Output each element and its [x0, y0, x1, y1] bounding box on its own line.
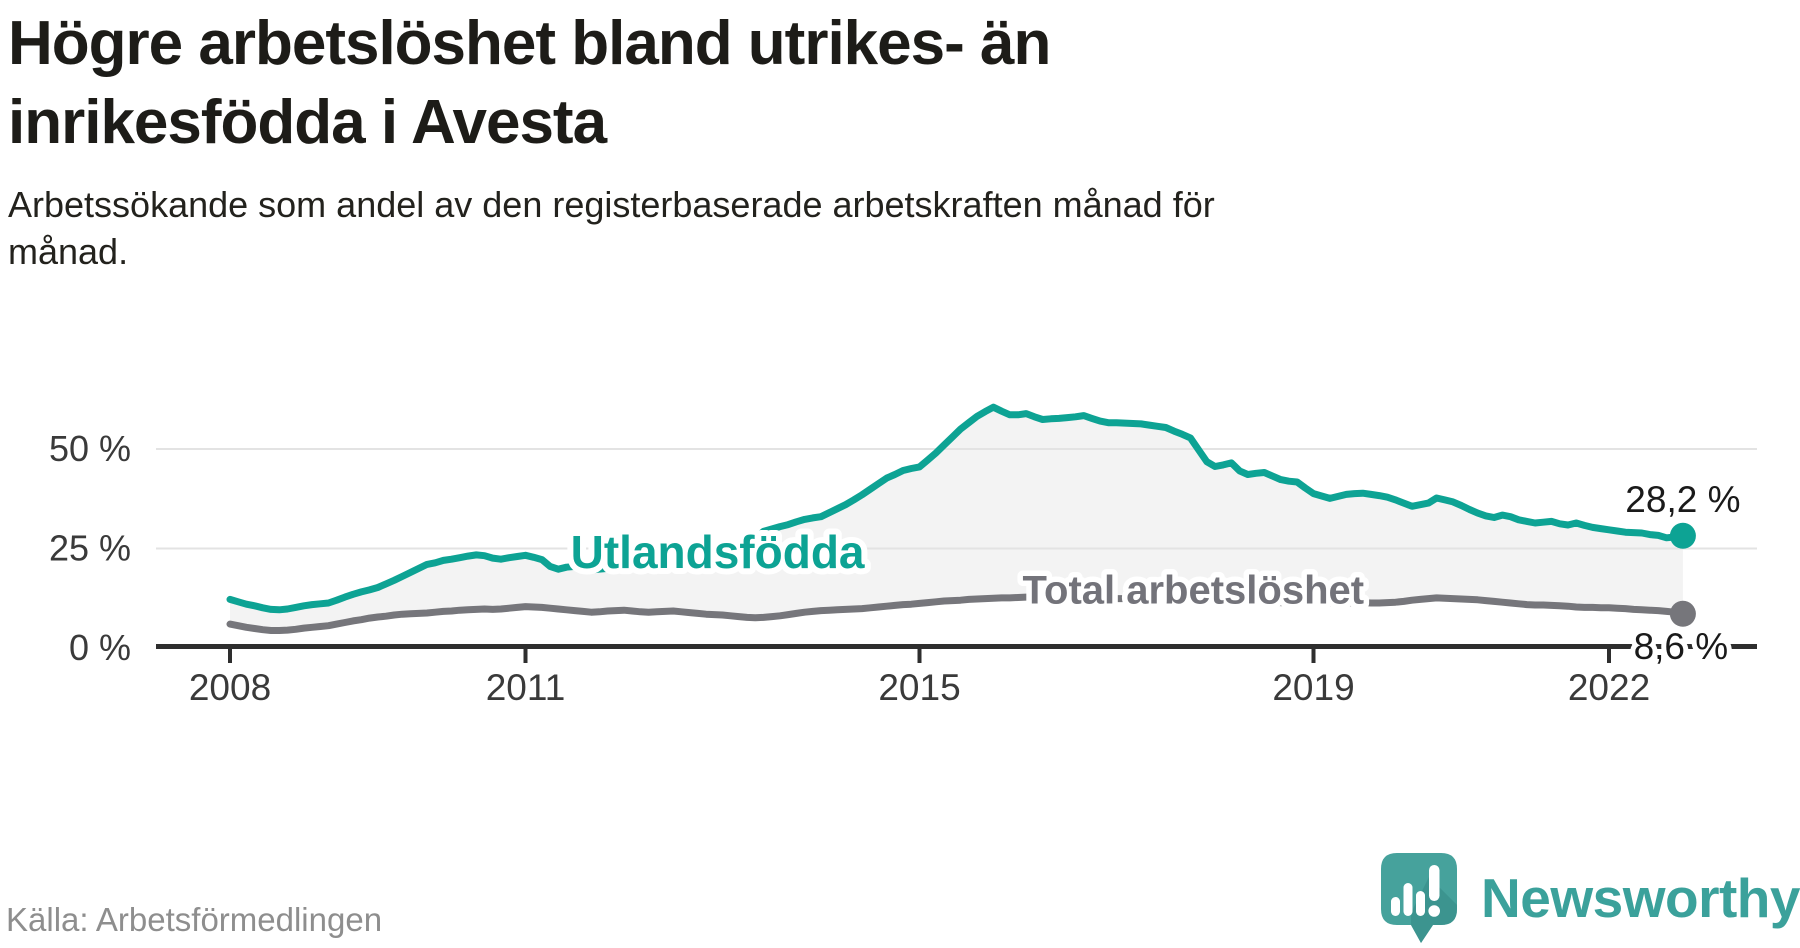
end-value-label-total: 8,6 % [1634, 626, 1729, 667]
series-label-utlandsfodda: Utlandsfödda [571, 526, 865, 578]
newsworthy-logo-text: Newsworthy [1481, 867, 1800, 929]
series-lines [226, 403, 1687, 634]
series-line-1 [226, 593, 1687, 634]
source-note: Källa: Arbetsförmedlingen [6, 901, 383, 938]
x-tick-label-2011: 2011 [486, 667, 566, 708]
end-value-label-utlandsfodda: 28,2 % [1625, 479, 1740, 520]
newsworthy-logo: Newsworthy [1381, 853, 1800, 945]
x-tick-label-2019: 2019 [1272, 667, 1354, 708]
chart-labels: Utlandsfödda Total arbetslöshet 28,2 % 8… [565, 474, 1745, 672]
page-subtitle: Arbetssökande som andel av den registerb… [8, 184, 1215, 272]
fill-between-area [230, 407, 1683, 631]
fill-between-path [230, 407, 1683, 631]
series-label-total-arbetsloshet: Total arbetslöshet [1023, 568, 1365, 612]
end-dot-0 [1669, 522, 1696, 549]
x-tick-label-2022: 2022 [1568, 667, 1650, 708]
x-axis: 2008 2011 2015 2019 2022 [156, 644, 1757, 708]
series-end-dots [1669, 522, 1696, 627]
newsworthy-logo-icon [1381, 853, 1458, 943]
end-dot-1 [1669, 600, 1696, 627]
page-title: Högre arbetslöshet bland utrikes- än inr… [8, 9, 1051, 158]
y-tick-label-25: 25 % [49, 528, 131, 569]
gridlines: 0 % 25 % 50 % [49, 428, 1757, 668]
y-tick-label-50: 50 % [49, 428, 131, 469]
y-tick-label-0: 0 % [69, 627, 131, 668]
x-tick-label-2008: 2008 [189, 667, 271, 708]
logo-bar-chart-glyph [1391, 865, 1441, 917]
x-tick-label-2015: 2015 [878, 667, 960, 708]
series-line-0 [226, 403, 1687, 614]
